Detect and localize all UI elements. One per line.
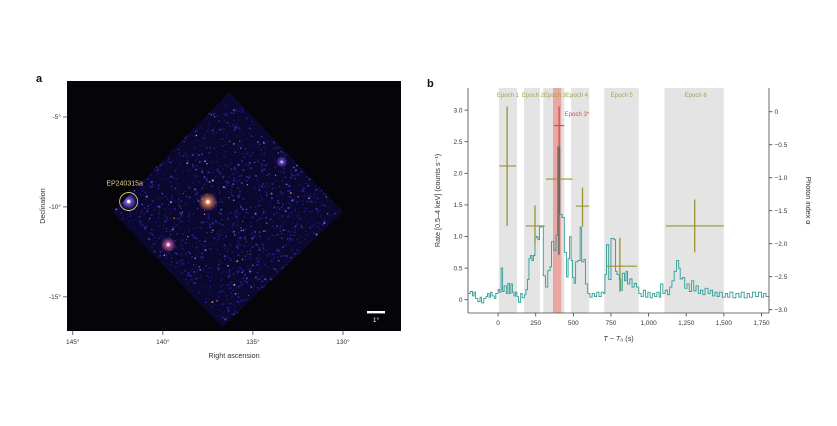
b-yr-tick-label: −2.5 bbox=[775, 274, 788, 281]
source-faint-source bbox=[275, 156, 288, 168]
photon-index-cross bbox=[499, 106, 517, 226]
panel-a-letter: a bbox=[36, 73, 43, 85]
epoch-label: Epoch 3 bbox=[544, 93, 567, 99]
epoch-band bbox=[498, 88, 517, 313]
photon-index-cross bbox=[665, 199, 724, 253]
epoch-label: Epoch 1 bbox=[497, 93, 520, 99]
epoch-label: Epoch 4 bbox=[566, 93, 589, 99]
scalebar-label: 1° bbox=[373, 316, 380, 324]
photon-index-cross bbox=[575, 187, 590, 227]
b-yl-tick-label: 2.0 bbox=[453, 171, 462, 178]
b-x-tick-label: 500 bbox=[568, 320, 579, 327]
epoch-label: Epoch 5 bbox=[611, 93, 634, 99]
b-x-tick-label: 750 bbox=[606, 320, 617, 327]
lightcurve-plot: Epoch 1 Epoch 2 Epoch 3 Epoch 4 Epoch 5 Epoch… bbox=[433, 88, 813, 343]
b-x-tick-label: 1,250 bbox=[678, 320, 695, 327]
b-yr-tick-label: −0.5 bbox=[775, 142, 788, 149]
scalebar bbox=[367, 311, 385, 314]
b-yl-tick-label: 0 bbox=[459, 297, 463, 304]
epoch-band bbox=[524, 88, 540, 313]
a-y-axis-label: Declination bbox=[38, 188, 47, 224]
a-x-tick-label: 140° bbox=[156, 338, 170, 346]
epoch-band bbox=[604, 88, 639, 313]
b-yr-tick-label: 0 bbox=[775, 109, 779, 116]
panel-a-sky-image: a EP240315a 1° 145° 140° 135° 130° -5° -10° -15°… bbox=[35, 70, 427, 372]
epoch-band bbox=[571, 88, 590, 313]
source-bright-central-source bbox=[198, 192, 218, 212]
b-y-right-axis-label: Photon index α bbox=[804, 176, 813, 224]
source-annotation-label: EP240315a bbox=[106, 181, 143, 188]
b-x-tick-label: 1,750 bbox=[753, 320, 770, 327]
b-x-tick-label: 0 bbox=[496, 320, 500, 327]
b-yr-tick-label: −2.0 bbox=[775, 241, 788, 248]
special-photon-index-cross bbox=[553, 106, 565, 147]
special-epoch-label: Epoch 3* bbox=[565, 112, 590, 118]
b-yl-tick-label: 0.5 bbox=[453, 265, 462, 272]
b-x-axis-label: T − T₀ (s) bbox=[603, 334, 633, 343]
a-x-axis-label: Right ascension bbox=[208, 351, 259, 360]
b-yr-tick-label: −1.0 bbox=[775, 175, 788, 182]
source-secondary-source bbox=[160, 237, 176, 253]
epoch-label: Epoch 6 bbox=[685, 93, 708, 99]
panel-b-lightcurve: b Epoch 1 Epoch 2 Epoch 3 Epoch 4 Epoch 5 Epo… bbox=[420, 70, 835, 382]
panel-b-letter: b bbox=[427, 78, 434, 90]
photon-index-cross bbox=[525, 205, 545, 245]
lightcurve-path bbox=[468, 146, 769, 304]
b-x-tick-label: 250 bbox=[530, 320, 541, 327]
photon-index-cross bbox=[605, 237, 637, 292]
a-y-tick-label: -5° bbox=[53, 113, 62, 121]
a-y-tick-label: -10° bbox=[49, 203, 61, 211]
source-annotation-circle bbox=[119, 192, 139, 211]
sky-image-plot: EP240315a 1° 145° 140° 135° 130° -5° -10° -15° Ri… bbox=[38, 81, 401, 360]
b-yr-tick-label: −3.0 bbox=[775, 307, 788, 314]
photon-index-cross bbox=[546, 146, 573, 255]
b-yl-tick-label: 1.0 bbox=[453, 234, 462, 241]
b-yl-tick-label: 3.0 bbox=[453, 107, 462, 114]
a-x-tick-label: 130° bbox=[336, 338, 350, 346]
b-y-left-axis-label: Rate [0.5–4 keV] (counts s⁻¹) bbox=[433, 154, 442, 247]
a-y-tick-label: -15° bbox=[49, 293, 61, 301]
a-x-tick-label: 145° bbox=[66, 338, 80, 346]
epoch-label: Epoch 2 bbox=[522, 93, 545, 99]
b-x-tick-label: 1,000 bbox=[640, 320, 657, 327]
b-yl-tick-label: 2.5 bbox=[453, 139, 462, 146]
b-yl-tick-label: 1.5 bbox=[453, 202, 462, 209]
a-x-tick-label: 135° bbox=[246, 338, 260, 346]
b-x-tick-label: 1,500 bbox=[716, 320, 733, 327]
b-yr-tick-label: −1.5 bbox=[775, 208, 788, 215]
